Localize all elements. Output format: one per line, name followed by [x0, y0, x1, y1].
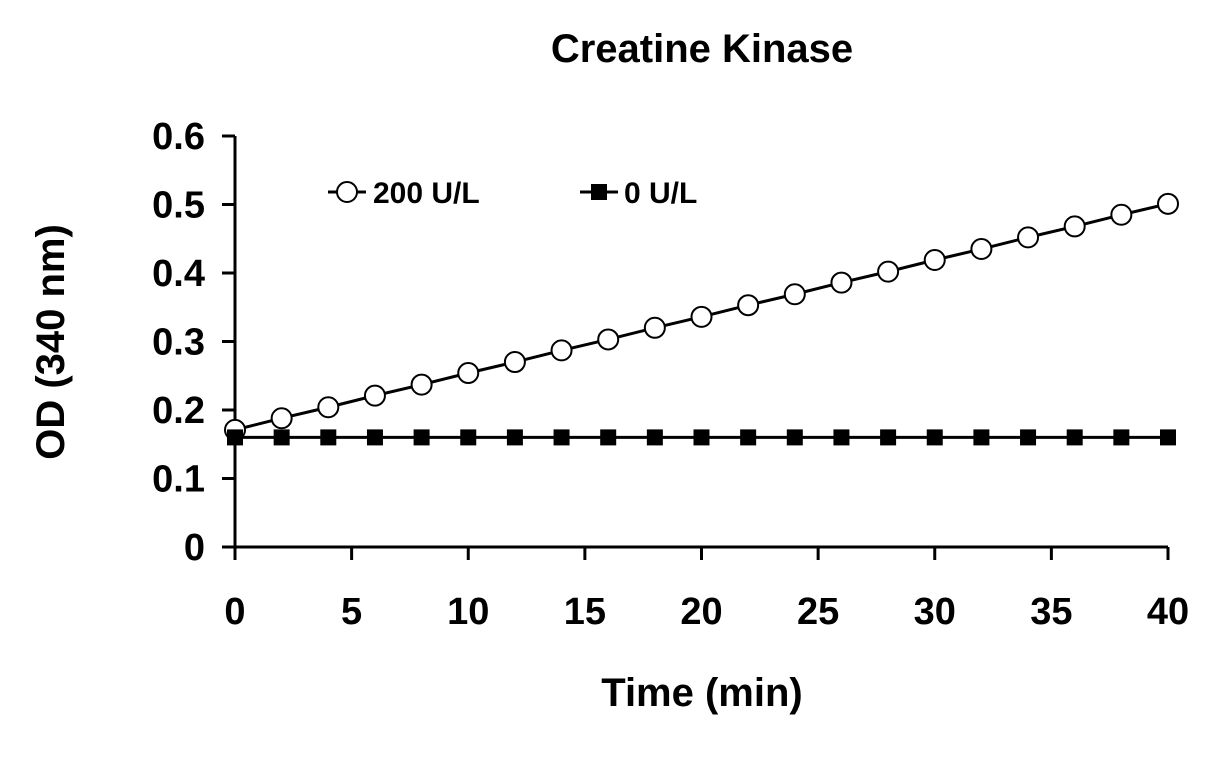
data-point-circle: [923, 248, 946, 271]
x-tick-label: 15: [564, 591, 606, 633]
data-point-square: [646, 429, 663, 446]
x-tick-label: 30: [914, 591, 956, 633]
y-tick-label: 0.1: [152, 459, 205, 501]
x-tick-label: 40: [1147, 591, 1189, 633]
data-point-square: [740, 429, 757, 446]
data-point-square: [1113, 429, 1130, 446]
data-point-circle: [783, 283, 806, 306]
data-point-circle: [457, 362, 480, 385]
data-point-circle: [1110, 203, 1133, 226]
axes: 0 0.1 0.2 0.3 0.4 0.5 0.6 0 5 10 15 20 25 30 35 40: [152, 116, 1189, 633]
data-point-square: [880, 429, 897, 446]
data-point-circle: [317, 396, 340, 419]
data-point-square: [366, 429, 383, 446]
data-point-square: [413, 429, 430, 446]
data-point-square: [553, 429, 570, 446]
data-point-circle: [877, 260, 900, 283]
data-point-circle: [970, 238, 993, 261]
data-point-circle: [1063, 215, 1086, 238]
data-point-circle: [830, 271, 853, 294]
x-tick-label: 10: [447, 591, 489, 633]
x-tick-label: 20: [680, 591, 722, 633]
data-point-square: [460, 429, 477, 446]
y-tick-label: 0.6: [152, 116, 205, 158]
plot-area: [224, 192, 1179, 446]
data-point-circle: [503, 351, 526, 374]
data-point-circle: [1157, 192, 1179, 215]
legend-marker-circle: [336, 181, 358, 203]
data-point-circle: [410, 373, 433, 396]
y-tick-label: 0.2: [152, 390, 205, 432]
y-tick-label: 0: [184, 527, 205, 569]
legend: 200 U/L 0 U/L: [328, 177, 697, 210]
x-tick-label: 35: [1030, 591, 1072, 633]
legend-label-2: 0 U/L: [624, 177, 697, 210]
data-point-circle: [363, 384, 386, 407]
data-point-circle: [270, 407, 293, 430]
x-tick-label: 0: [224, 591, 245, 633]
data-point-circle: [643, 316, 666, 339]
data-point-square: [693, 429, 710, 446]
data-point-square: [786, 429, 803, 446]
data-point-circle: [737, 294, 760, 317]
data-point-square: [973, 429, 990, 446]
data-point-square: [833, 429, 850, 446]
data-point-square: [926, 429, 943, 446]
data-point-square: [1020, 429, 1037, 446]
data-point-square: [1066, 429, 1083, 446]
y-tick-label: 0.5: [152, 185, 205, 227]
data-point-square: [273, 429, 290, 446]
data-point-square: [320, 429, 337, 446]
x-tick-label: 25: [797, 591, 839, 633]
data-point-square: [1160, 429, 1176, 446]
data-point-square: [600, 429, 617, 446]
y-tick-label: 0.4: [152, 253, 205, 295]
x-axis-title: Time (min): [601, 671, 803, 715]
legend-label-1: 200 U/L: [373, 177, 480, 210]
legend-marker-square: [591, 184, 607, 200]
data-point-square: [506, 429, 523, 446]
y-axis-title: OD (340 nm): [29, 224, 73, 460]
data-point-circle: [550, 339, 573, 362]
data-point-circle: [1017, 226, 1040, 249]
y-tick-label: 0.3: [152, 322, 205, 364]
data-point-circle: [597, 328, 620, 351]
x-tick-label: 5: [341, 591, 362, 633]
data-point-square: [227, 429, 243, 446]
data-point-circle: [690, 305, 713, 328]
chart-title: Creatine Kinase: [551, 27, 853, 71]
